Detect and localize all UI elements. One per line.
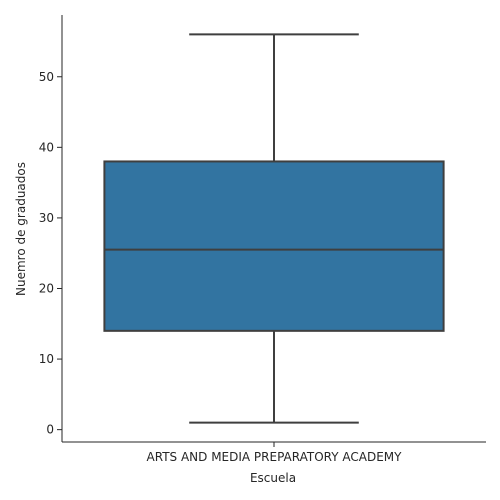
y-axis-ticks: 0 10 20 30 40 50 [39, 70, 62, 437]
y-tick-label: 20 [39, 281, 54, 295]
plot-area [103, 33, 445, 424]
y-axis-label: Nuemro de graduados [14, 162, 28, 296]
x-axis-label: Escuela [250, 471, 296, 485]
y-tick-label: 40 [39, 140, 54, 154]
y-tick-label: 50 [39, 70, 54, 84]
y-tick-label: 10 [39, 352, 54, 366]
x-tick-label: ARTS AND MEDIA PREPARATORY ACADEMY [147, 450, 403, 464]
y-tick-label: 30 [39, 211, 54, 225]
y-tick-label: 0 [46, 423, 54, 437]
box-iqr [103, 160, 445, 332]
x-axis-ticks: ARTS AND MEDIA PREPARATORY ACADEMY [147, 442, 403, 464]
